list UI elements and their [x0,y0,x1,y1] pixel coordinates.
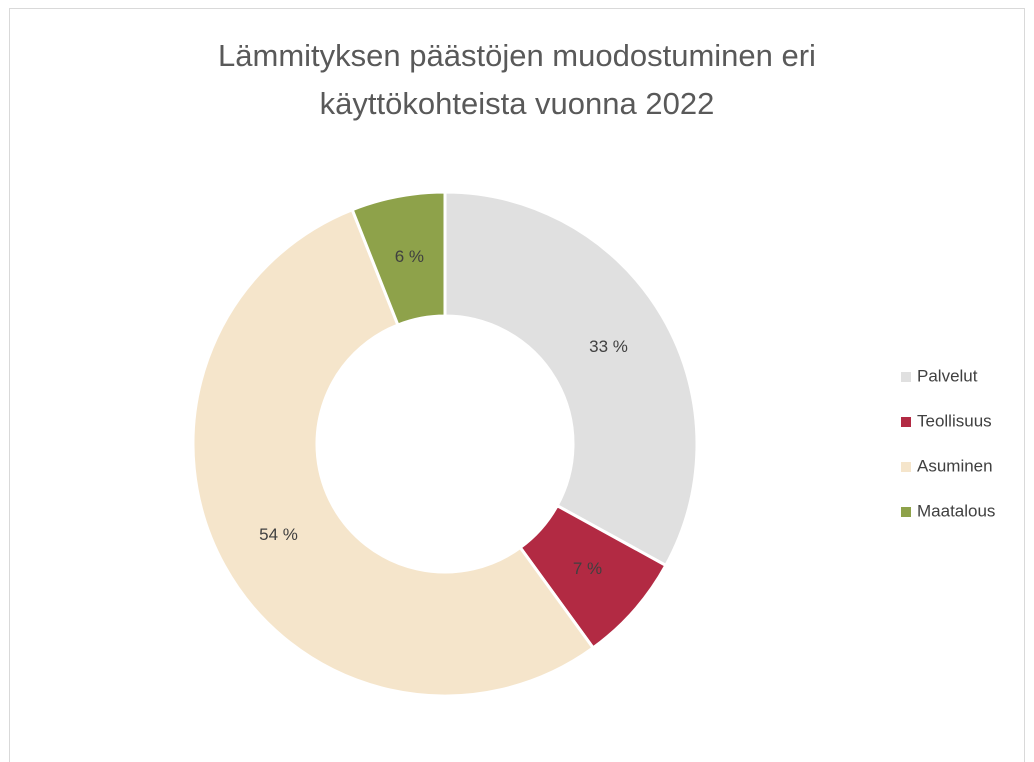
donut-slice [443,190,699,568]
legend-swatch [901,417,911,427]
legend-label: Teollisuus [917,411,992,430]
legend-swatch [901,507,911,517]
chart-border [9,8,1025,762]
legend-label: Asuminen [917,456,993,475]
donut-slice [350,190,447,327]
data-label: 6 % [395,247,424,266]
legend-label: Palvelut [917,366,978,385]
legend-swatch [901,462,911,472]
donut-slice [191,207,596,698]
chart-title: Lämmityksen päästöjen muodostuminen eri … [218,38,816,121]
legend-swatch [901,372,911,382]
data-label: 54 % [259,525,298,544]
data-label: 33 % [589,337,628,356]
data-label: 7 % [573,559,602,578]
legend-label: Maatalous [917,501,995,520]
